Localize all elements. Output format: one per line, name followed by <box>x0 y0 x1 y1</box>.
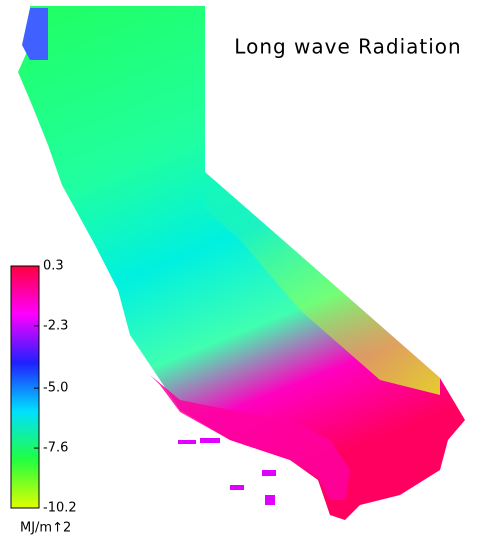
coastal-band <box>150 375 350 500</box>
state-shape <box>18 6 465 520</box>
island <box>178 438 276 505</box>
colorbar-tick-label: -5.0 <box>43 381 68 396</box>
north-coast <box>22 8 48 60</box>
colorbar-tick-label: -10.2 <box>43 501 77 516</box>
california-map <box>18 6 465 520</box>
colorbar-tick-label: -2.3 <box>43 318 68 333</box>
colorbar-tick-label: -7.6 <box>43 441 68 456</box>
colorbar: 0.3 -2.3 -5.0 -7.6 -10.2 <box>10 259 77 516</box>
map-title: Long wave Radiation <box>234 35 461 59</box>
colorbar-scale <box>10 265 40 509</box>
colorbar-unit: MJ/m↑2 <box>20 521 71 536</box>
eastern-region <box>205 172 440 395</box>
colorbar-tick-label: 0.3 <box>43 259 64 274</box>
